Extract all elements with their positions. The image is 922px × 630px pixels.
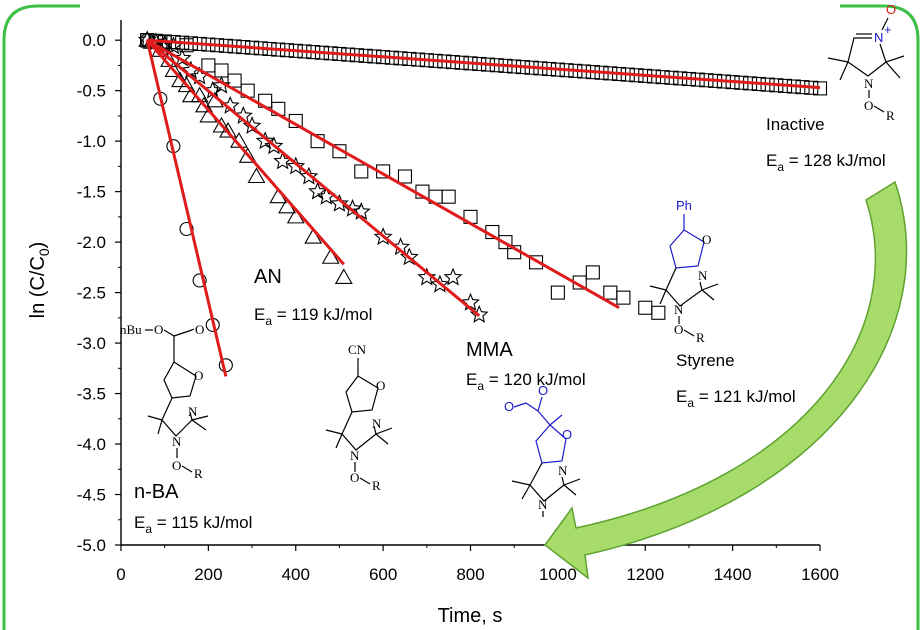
label-mma: MMA <box>466 339 513 361</box>
styrene-marker <box>617 291 630 304</box>
svg-text:O: O <box>172 458 181 473</box>
ea-styrene: Ea = 121 kJ/mol <box>676 387 796 410</box>
ea-inactive: Ea = 128 kJ/mol <box>766 151 886 174</box>
inactive-fit-line <box>147 40 820 87</box>
svg-text:N: N <box>698 268 708 283</box>
frame-border <box>4 6 918 630</box>
styrene-marker <box>586 266 599 279</box>
styrene-marker <box>652 306 665 319</box>
label-styrene: Styrene <box>676 351 735 370</box>
svg-text:N: N <box>538 497 548 512</box>
y-tick-label: -5.0 <box>77 536 106 555</box>
green-arrow <box>545 182 906 578</box>
y-axis-title: ln (C/C0) <box>27 242 52 319</box>
svg-text:O: O <box>674 322 683 337</box>
label-an: AN <box>254 266 282 288</box>
svg-text:N: N <box>558 463 568 478</box>
y-tick-label: -2.5 <box>77 284 106 303</box>
styrene-marker <box>639 301 652 314</box>
x-tick-label: 0 <box>116 565 125 584</box>
svg-text:O: O <box>194 368 203 383</box>
svg-text:O: O <box>350 470 359 485</box>
styrene-marker <box>442 190 455 203</box>
svg-text:N: N <box>372 416 382 431</box>
ea-mma: Ea = 120 kJ/mol <box>466 370 586 393</box>
svg-text:N: N <box>350 448 360 463</box>
styrene-marker <box>398 170 411 183</box>
y-tick-label: -4.0 <box>77 435 106 454</box>
svg-text:O: O <box>154 322 163 337</box>
y-tick-label: -3.5 <box>77 385 106 404</box>
mma-marker <box>275 153 291 168</box>
x-axis-title: Time, s <box>438 605 503 627</box>
an-marker <box>336 269 352 283</box>
y-tick-label: -0.5 <box>77 82 106 101</box>
data-markers <box>139 32 826 372</box>
label-nba: n-BA <box>134 481 179 503</box>
svg-text:N: N <box>674 302 684 317</box>
styrene-marker <box>604 286 617 299</box>
structure-nitrone: O N + N O R <box>828 2 904 123</box>
svg-text:R: R <box>372 478 381 493</box>
svg-text:O: O <box>886 2 896 17</box>
svg-text:N: N <box>874 30 883 45</box>
fit-lines <box>147 40 820 376</box>
svg-text:O: O <box>504 399 514 414</box>
svg-text:nBu: nBu <box>120 322 142 337</box>
structure-styrene: Ph O N N O R <box>650 198 718 345</box>
y-tick-label: -1.5 <box>77 183 106 202</box>
x-tick-label: 1200 <box>626 565 664 584</box>
y-tick-label: 0.0 <box>82 31 106 50</box>
svg-text:O: O <box>864 98 873 113</box>
x-tick-label: 400 <box>282 565 310 584</box>
svg-text:R: R <box>194 466 203 481</box>
x-tick-label: 600 <box>369 565 397 584</box>
styrene-marker <box>551 286 564 299</box>
styrene-marker <box>355 165 368 178</box>
y-tick-label: -3.0 <box>77 334 106 353</box>
svg-text:O: O <box>702 232 711 247</box>
structure-nba: nBu O O O N N O R <box>120 322 208 481</box>
ea-nba: Ea = 115 kJ/mol <box>134 513 252 536</box>
svg-text:N: N <box>188 404 198 419</box>
styrene-marker <box>228 74 241 87</box>
svg-text:O: O <box>538 383 548 398</box>
x-tick-label: 1400 <box>714 565 752 584</box>
label-inactive: Inactive <box>766 115 825 134</box>
structure-mma: O O O N N <box>504 383 580 517</box>
svg-text:O: O <box>376 378 385 393</box>
ea-an: Ea = 119 kJ/mol <box>254 305 372 328</box>
svg-text:+: + <box>884 22 892 37</box>
styrene-marker <box>215 64 228 77</box>
svg-text:O: O <box>562 427 572 442</box>
styrene-marker <box>202 59 215 72</box>
x-tick-label: 800 <box>456 565 484 584</box>
styrene-fit-line <box>147 40 619 308</box>
y-tick-label: -4.5 <box>77 486 106 505</box>
svg-text:Ph: Ph <box>676 198 692 213</box>
y-tick-label: -2.0 <box>77 233 106 252</box>
x-tick-label: 1000 <box>539 565 577 584</box>
structure-an: CN O N N O R <box>326 342 392 493</box>
svg-text:N: N <box>864 76 874 91</box>
svg-text:N: N <box>172 434 182 449</box>
svg-text:O: O <box>195 322 204 337</box>
y-tick-label: -1.0 <box>77 132 106 151</box>
svg-text:R: R <box>696 330 705 345</box>
svg-text:CN: CN <box>348 342 367 357</box>
x-tick-label: 1600 <box>801 565 839 584</box>
svg-text:R: R <box>886 108 895 123</box>
x-tick-label: 200 <box>194 565 222 584</box>
